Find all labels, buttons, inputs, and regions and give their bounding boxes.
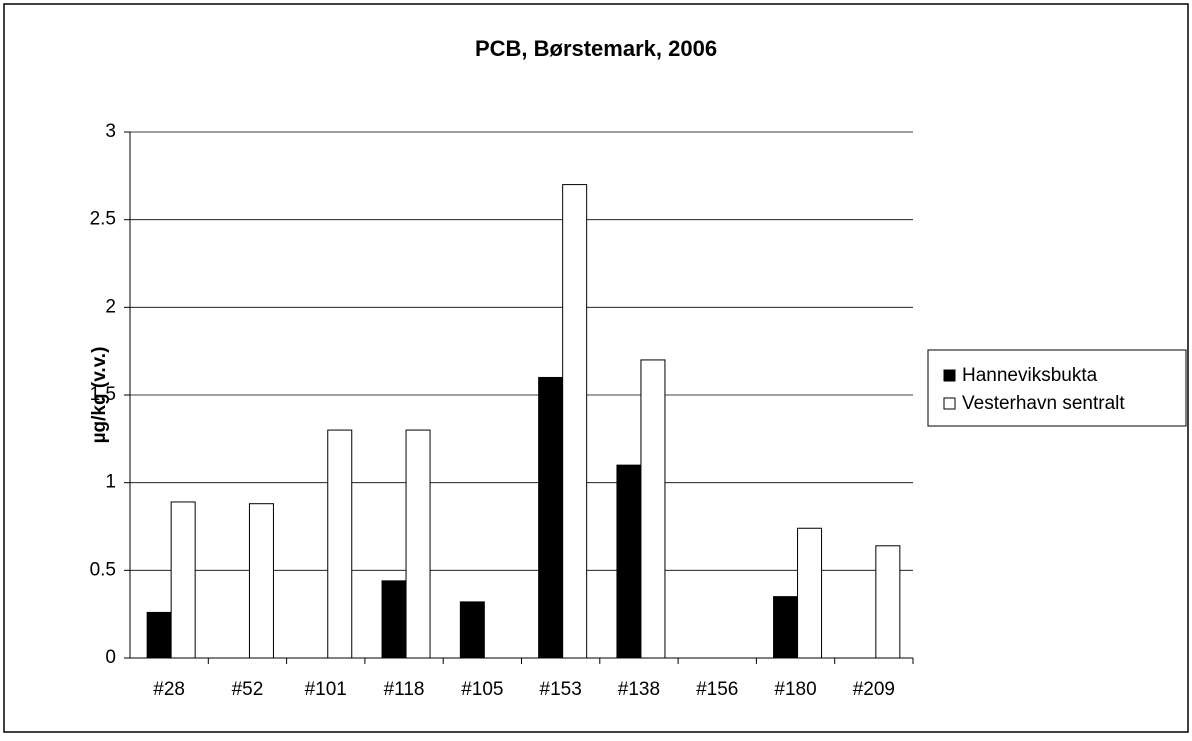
y-axis-label: µg/kg (v.v.) [89, 347, 110, 444]
x-tick-label: #153 [540, 679, 582, 700]
x-tick-label: #156 [696, 679, 738, 700]
bar [327, 429, 353, 659]
bar [875, 545, 901, 659]
bar [538, 376, 564, 659]
x-tick-label: #209 [853, 679, 895, 700]
y-tick-label: 1.5 [90, 384, 116, 405]
y-tick-label: 3 [105, 121, 116, 142]
bar [459, 601, 485, 659]
bar [616, 464, 642, 659]
y-tick-label: 0 [105, 647, 116, 668]
bar [248, 503, 274, 659]
bar [562, 184, 588, 659]
x-tick-label: #118 [384, 679, 425, 700]
y-tick-label: 2.5 [90, 209, 116, 230]
x-tick-label: #138 [618, 679, 660, 700]
bar [405, 429, 431, 659]
bar [640, 359, 666, 659]
y-tick-label: 1 [105, 472, 116, 493]
legend-label: Hanneviksbukta [962, 365, 1098, 386]
y-tick-label: 0.5 [90, 559, 116, 580]
x-tick-label: #105 [461, 679, 503, 700]
legend-swatch [943, 397, 956, 410]
x-tick-label: #28 [153, 679, 185, 700]
legend-box [927, 349, 1187, 427]
legend-label: Vesterhavn sentralt [962, 393, 1125, 414]
bar [170, 501, 196, 659]
bar [797, 527, 823, 659]
bar [146, 611, 172, 659]
bar [381, 580, 407, 659]
x-tick-label: #101 [305, 679, 347, 700]
x-tick-label: #180 [774, 679, 816, 700]
bar [773, 596, 799, 659]
x-tick-label: #52 [232, 679, 264, 700]
y-tick-label: 2 [105, 296, 116, 317]
legend-swatch [943, 369, 956, 382]
chart-title: PCB, Børstemark, 2006 [475, 36, 717, 61]
